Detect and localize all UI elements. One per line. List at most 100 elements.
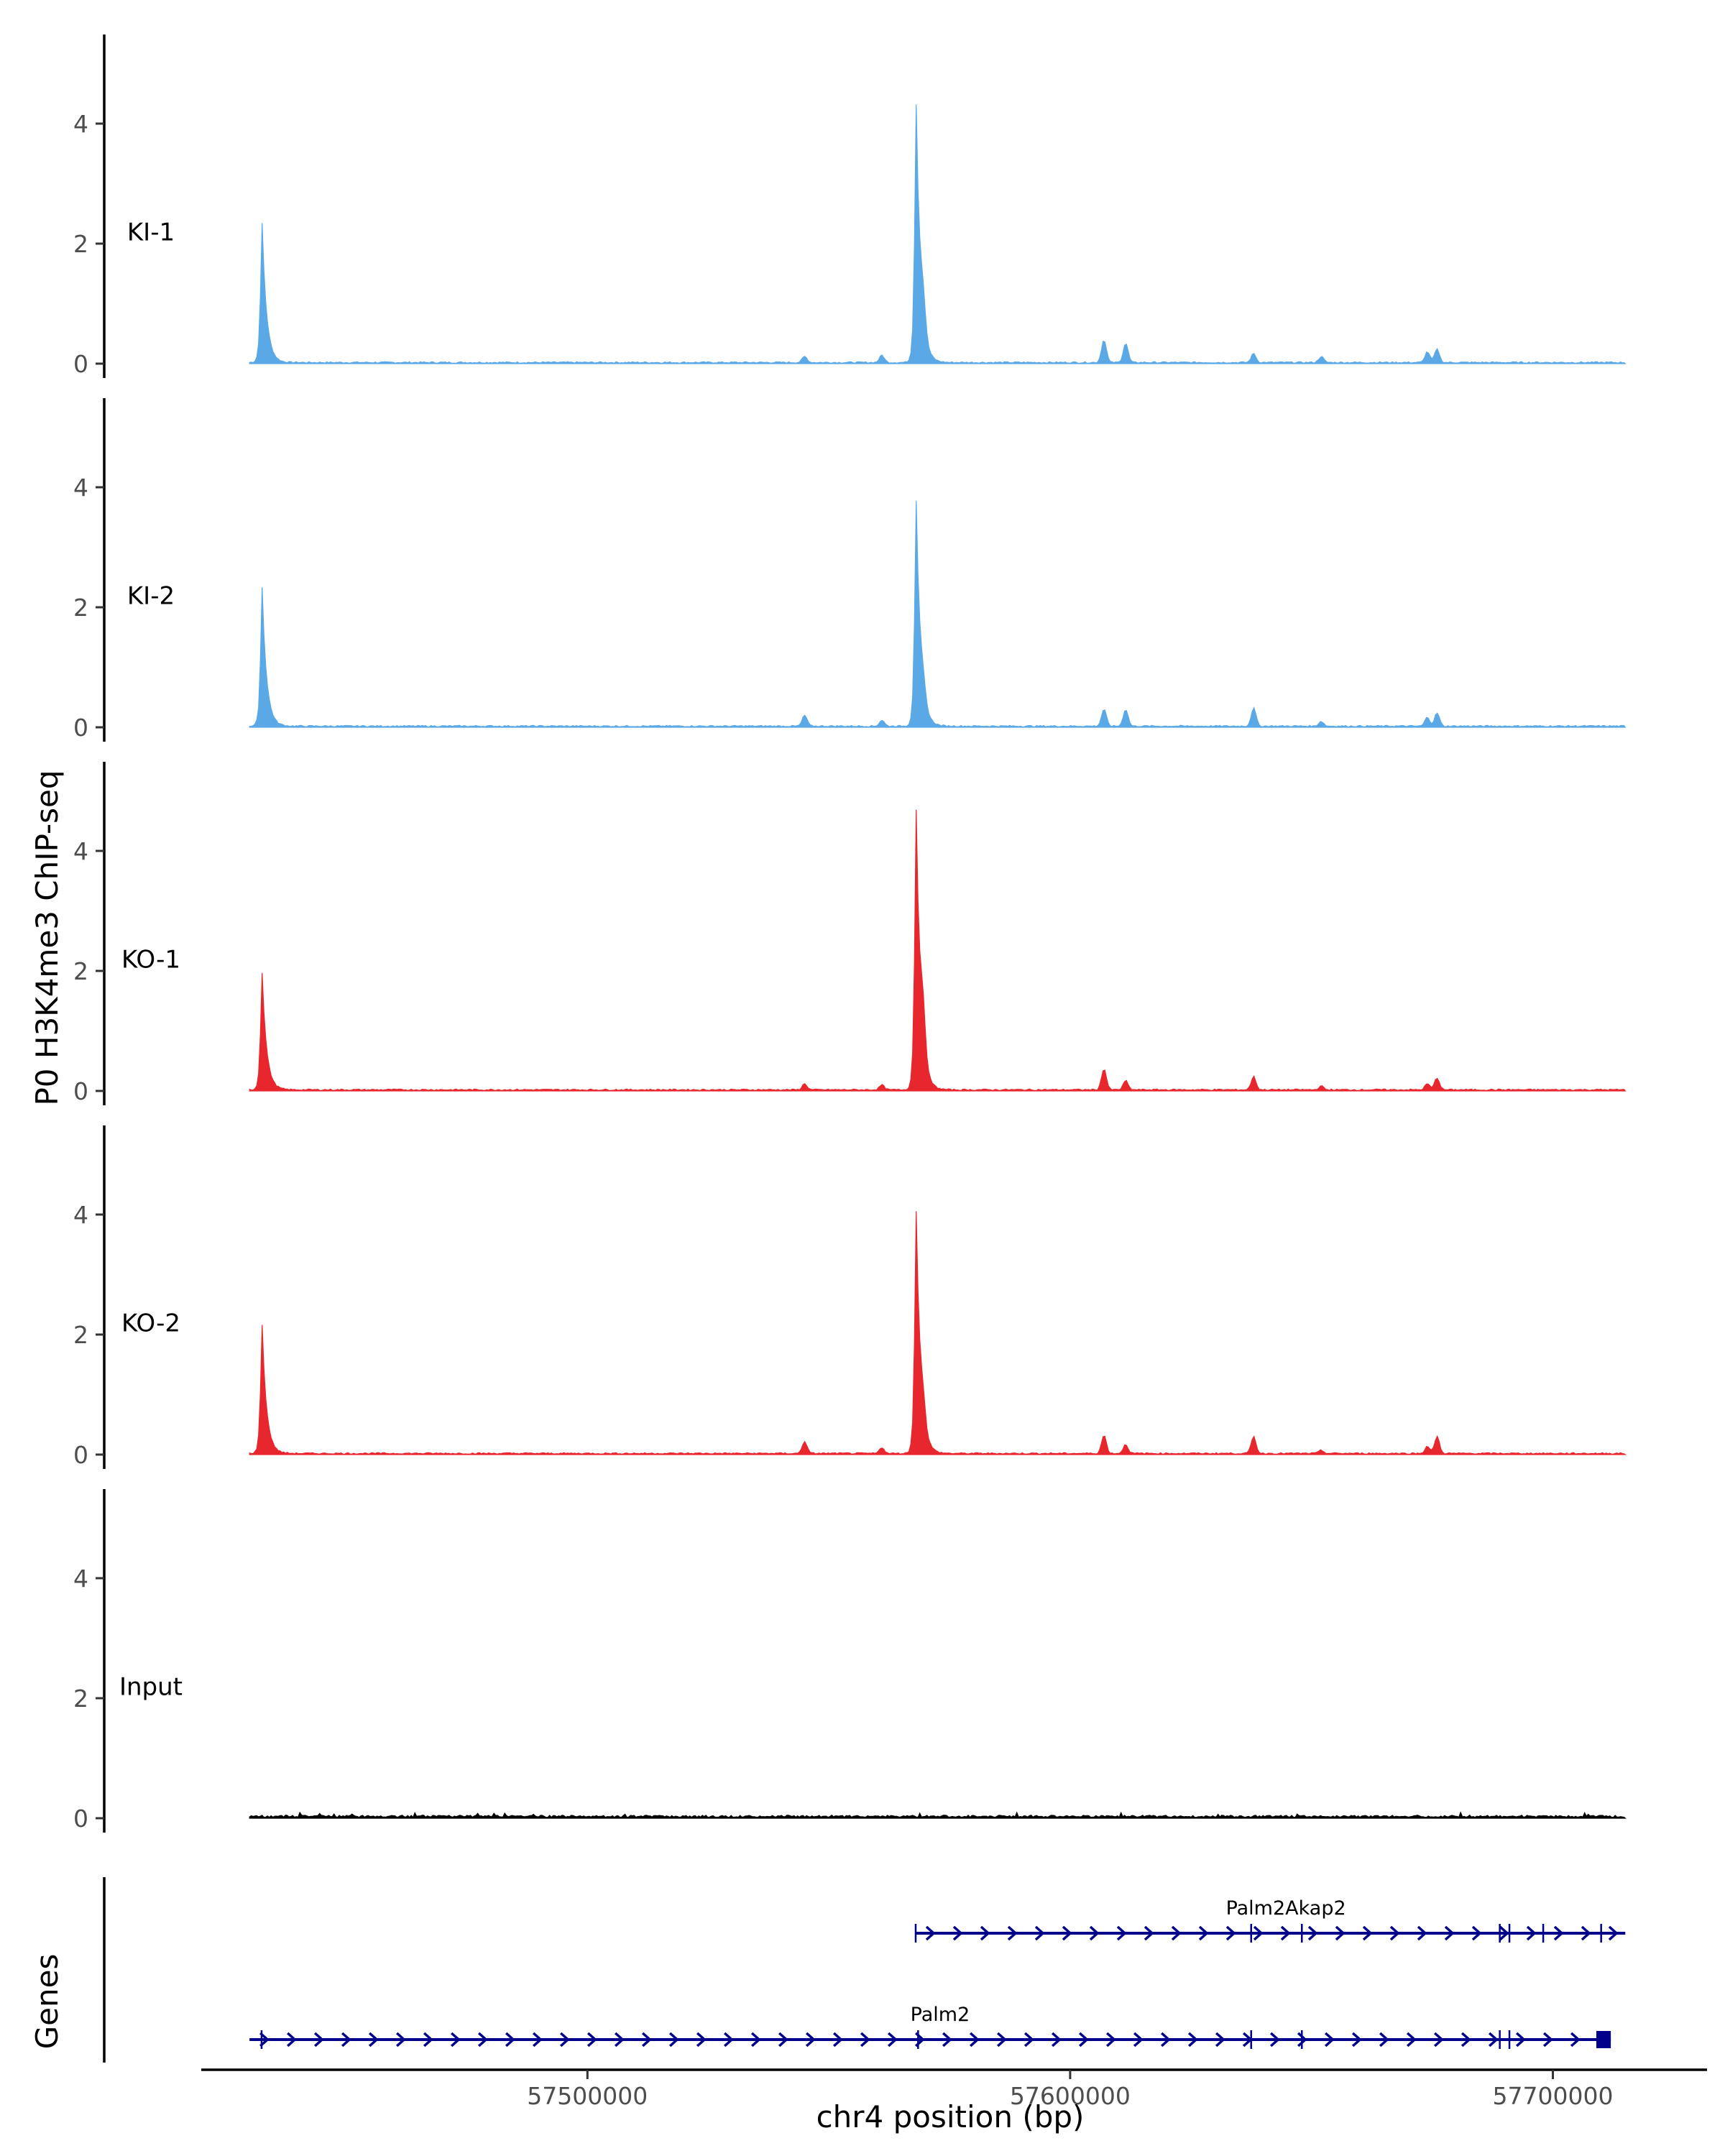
track-label: KI-2 [127, 581, 175, 610]
track-input: 0 2 4 Input [73, 1489, 1627, 1833]
strand-chevron [1406, 2032, 1417, 2047]
strand-chevron [723, 2032, 734, 2047]
strand-chevron [1460, 2032, 1471, 2047]
strand-chevron [1570, 2032, 1581, 2047]
strand-chevron [1160, 2032, 1171, 2047]
gene-end-exon [1596, 2031, 1611, 2048]
coverage-area [249, 104, 1627, 364]
track-ko-1: 0 2 4 KO-1 [73, 762, 1627, 1105]
strand-chevron [1433, 2032, 1444, 2047]
strand-chevron [696, 2032, 707, 2047]
strand-chevron [942, 2032, 952, 2047]
y-tick-label: 2 [73, 1321, 88, 1349]
gene-name-label: Palm2 [911, 2004, 970, 2026]
strand-chevron [832, 2032, 843, 2047]
coverage-area [249, 809, 1627, 1092]
strand-chevron [1444, 1925, 1455, 1941]
strand-chevron [1253, 1925, 1264, 1941]
strand-chevron [1078, 2032, 1089, 2047]
strand-chevron [1307, 1925, 1318, 1941]
strand-chevron [532, 2032, 543, 2047]
strand-chevron [805, 2032, 816, 2047]
y-tick-label: 0 [73, 1805, 88, 1833]
strand-chevron [1198, 1925, 1209, 1941]
x-tick-label: 57700000 [1493, 2082, 1614, 2110]
x-axis: 57500000 57600000 57700000 [201, 2068, 1707, 2110]
strand-chevron [1471, 1925, 1482, 1941]
coverage-area [249, 1211, 1627, 1455]
y-tick-label: 4 [73, 1565, 88, 1593]
y-tick-label: 0 [73, 1077, 88, 1105]
y-tick-label: 0 [73, 714, 88, 742]
y-tick-label: 2 [73, 1685, 88, 1713]
x-tick-label: 57500000 [527, 2082, 648, 2110]
strand-chevron [1171, 1925, 1182, 1941]
strand-chevron [1335, 1925, 1346, 1941]
strand-chevron [1187, 2032, 1198, 2047]
strand-chevron [1105, 2032, 1116, 2047]
strand-chevron [1608, 1925, 1619, 1941]
strand-chevron [1144, 1925, 1154, 1941]
strand-chevron [1269, 2032, 1280, 2047]
y-tick-label: 2 [73, 594, 88, 622]
strand-chevron [1515, 2032, 1526, 2047]
strand-chevron [952, 1925, 963, 1941]
coverage-tracks: 0 2 4 KI-1 0 2 4 KI-2 0 2 4 KO-1 0 2 4 KO-2 0 2 4 Input [73, 34, 1627, 1833]
track-label: KO-1 [121, 945, 180, 974]
track-ki-1: 0 2 4 KI-1 [73, 34, 1627, 378]
strand-chevron [1133, 2032, 1144, 2047]
strand-chevron [925, 1925, 936, 1941]
strand-chevron [1379, 2032, 1389, 2047]
strand-chevron [969, 2032, 980, 2047]
gene-palm2akap2: Palm2Akap2 [914, 1897, 1626, 1943]
strand-chevron [1051, 2032, 1062, 2047]
gene-name-label: Palm2Akap2 [1226, 1897, 1346, 1920]
strand-chevron [450, 2032, 461, 2047]
track-label: Input [119, 1672, 183, 1701]
strand-chevron [1215, 2032, 1225, 2047]
y-axis-title: P0 H3K4me3 ChIP-seq [29, 770, 65, 1105]
strand-chevron [341, 2032, 351, 2047]
strand-chevron [1007, 1925, 1018, 1941]
strand-chevron [368, 2032, 379, 2047]
strand-chevron [1324, 2032, 1335, 2047]
gene-palm2: Palm2 [249, 2004, 1611, 2049]
strand-chevron [1034, 1925, 1045, 1941]
strand-chevron [559, 2032, 570, 2047]
strand-chevron [1089, 1925, 1100, 1941]
strand-chevron [586, 2032, 597, 2047]
strand-chevron [1351, 2032, 1362, 2047]
strand-chevron [1542, 2032, 1553, 2047]
strand-chevron [860, 2032, 870, 2047]
strand-chevron [395, 2032, 406, 2047]
strand-chevron [668, 2032, 679, 2047]
strand-chevron [887, 2032, 898, 2047]
strand-chevron [750, 2032, 761, 2047]
track-label: KI-1 [127, 218, 175, 247]
y-tick-label: 0 [73, 350, 88, 378]
strand-chevron [1553, 1925, 1564, 1941]
track-ki-2: 0 2 4 KI-2 [73, 398, 1627, 742]
track-ko-2: 0 2 4 KO-2 [73, 1125, 1627, 1469]
strand-chevron [980, 1925, 990, 1941]
strand-chevron [1062, 1925, 1072, 1941]
y-tick-label: 2 [73, 957, 88, 985]
coverage-area [249, 500, 1627, 728]
strand-chevron [313, 2032, 324, 2047]
y-tick-label: 2 [73, 230, 88, 258]
strand-chevron [1280, 1925, 1291, 1941]
y-tick-label: 4 [73, 474, 88, 502]
strand-chevron [996, 2032, 1007, 2047]
strand-chevron [1581, 1925, 1591, 1941]
strand-chevron [1297, 2032, 1307, 2047]
x-axis-title: chr4 position (bp) [816, 2099, 1085, 2134]
strand-chevron [1488, 2032, 1499, 2047]
strand-chevron [259, 2032, 270, 2047]
strand-chevron [505, 2032, 515, 2047]
strand-chevron [423, 2032, 433, 2047]
genes-panel: Palm2Akap2 Palm2 [103, 1877, 1626, 2063]
y-tick-label: 0 [73, 1441, 88, 1469]
track-label: KO-2 [121, 1309, 180, 1337]
strand-chevron [1389, 1925, 1400, 1941]
